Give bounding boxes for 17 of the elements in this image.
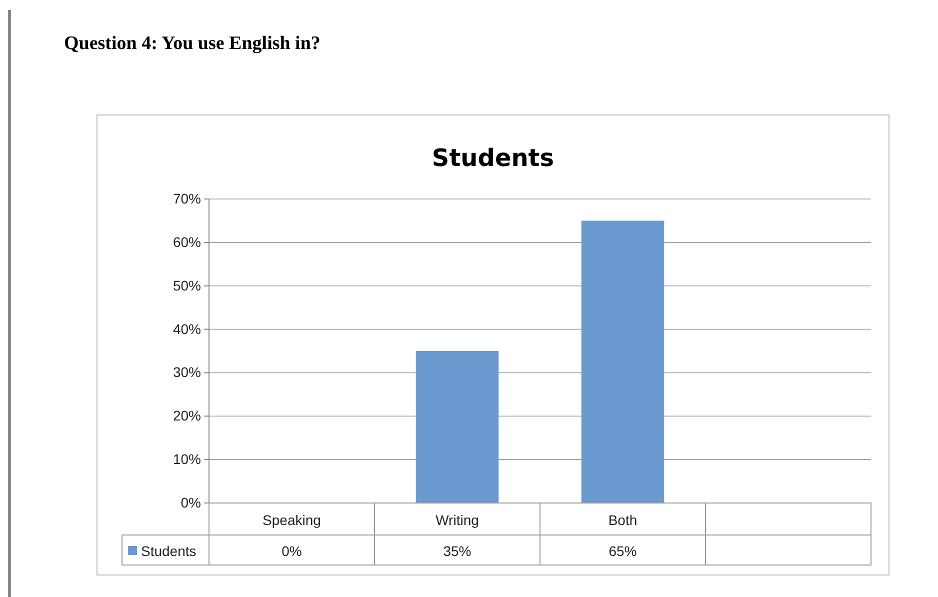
chart-title: Question 4: You use English in? xyxy=(64,33,320,54)
y-tick-label: 10% xyxy=(172,451,201,468)
x-tick-label: Both xyxy=(608,512,638,528)
data-label: 35% xyxy=(443,543,472,559)
data-label: 65% xyxy=(608,543,637,559)
y-tick-label: 0% xyxy=(180,494,201,510)
y-tick-label: 40% xyxy=(172,320,201,337)
y-tick-label: 70% xyxy=(172,190,201,206)
data-label: 0% xyxy=(282,543,302,559)
y-tick-label: 20% xyxy=(172,408,201,424)
y-tick-label: 30% xyxy=(172,364,201,380)
x-tick-label: Speaking xyxy=(262,512,321,528)
y-tick-label: 50% xyxy=(172,277,201,294)
chart-subtitle: Students xyxy=(432,144,554,172)
y-tick-label: 60% xyxy=(172,234,201,250)
legend-label: Students xyxy=(141,543,196,559)
x-tick-label: Writing xyxy=(436,512,479,528)
